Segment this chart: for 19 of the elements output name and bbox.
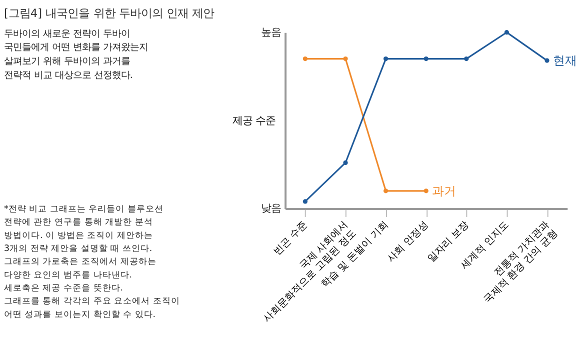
point: [464, 56, 469, 62]
series-label: 현재: [552, 54, 577, 68]
text: 두바이의 새로운 전략이 두바이 국민들에게 어떤 변화를 가져왔는지 살펴보기 위해 두바이의 과거를 전략적 비교 대상으로 선정했다.: [4, 28, 148, 81]
point: [343, 160, 348, 166]
point: [302, 56, 308, 62]
series-label: 과거: [432, 184, 456, 198]
text: 낮음: [261, 202, 282, 215]
point: [343, 56, 348, 62]
point: [544, 58, 550, 63]
point: [383, 56, 388, 62]
point: [383, 188, 388, 194]
text: [그림4] 내국인을 위한 두바이의 인재 제안: [4, 6, 214, 20]
text: 높음: [261, 26, 282, 38]
point: [424, 188, 428, 194]
point: [302, 199, 308, 204]
point: [504, 30, 510, 35]
point: [424, 56, 428, 62]
text: *전략 비교 그래프는 우리들이 블루오션 전략에 관한 연구를 통해 개발한 분석 방법이다. 이 방법은 조직이 제안하는 3개의 전략 제안을 설명할 때 쓰인다. 그래프의 가로축은 조직에서 제공하는 다양한 요인의 범주를 나타낸다. 세로축은 제공 수준을 뜻한다. 그래프를 통해 각각의 주요 요소에서 조직이 어떤 성과를 보이는지 확인할 수 있다.: [4, 204, 180, 320]
y-axis-title: 제공 수준: [232, 114, 276, 127]
